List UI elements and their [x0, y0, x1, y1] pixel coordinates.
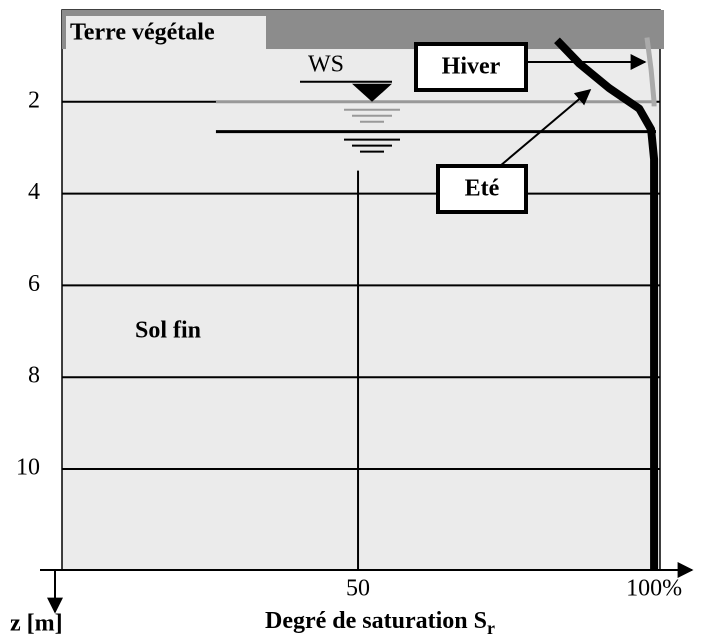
y-tick-label: 2 [28, 87, 40, 113]
x-axis-label: Degré de saturation Sr [265, 608, 495, 639]
y-tick-label: 10 [16, 455, 40, 481]
y-axis-label: z [m] [10, 611, 63, 637]
x-tick-label: 50 [346, 576, 370, 602]
x-label-main: Degré de saturation S [265, 608, 487, 634]
x-tick-label: 100% [626, 576, 682, 602]
x-label-sub: r [487, 618, 495, 638]
topsoil-label-bg [66, 16, 266, 52]
series-line [644, 37, 657, 107]
legend-arrow [499, 88, 592, 167]
plot-background [61, 9, 661, 571]
legend-label: Hiver [442, 54, 501, 80]
series-line [554, 37, 659, 570]
water-table-triangle [352, 83, 392, 102]
y-tick-label: 4 [28, 179, 40, 205]
soil-label: Sol fin [135, 318, 201, 344]
legend-label: Eté [465, 176, 500, 202]
ws-label: WS [308, 51, 344, 77]
legend-box [414, 42, 528, 92]
topsoil-label: Terre végétale [70, 20, 215, 46]
y-tick-label: 6 [28, 271, 40, 297]
legend-box [436, 164, 528, 214]
y-tick-label: 8 [28, 363, 40, 389]
